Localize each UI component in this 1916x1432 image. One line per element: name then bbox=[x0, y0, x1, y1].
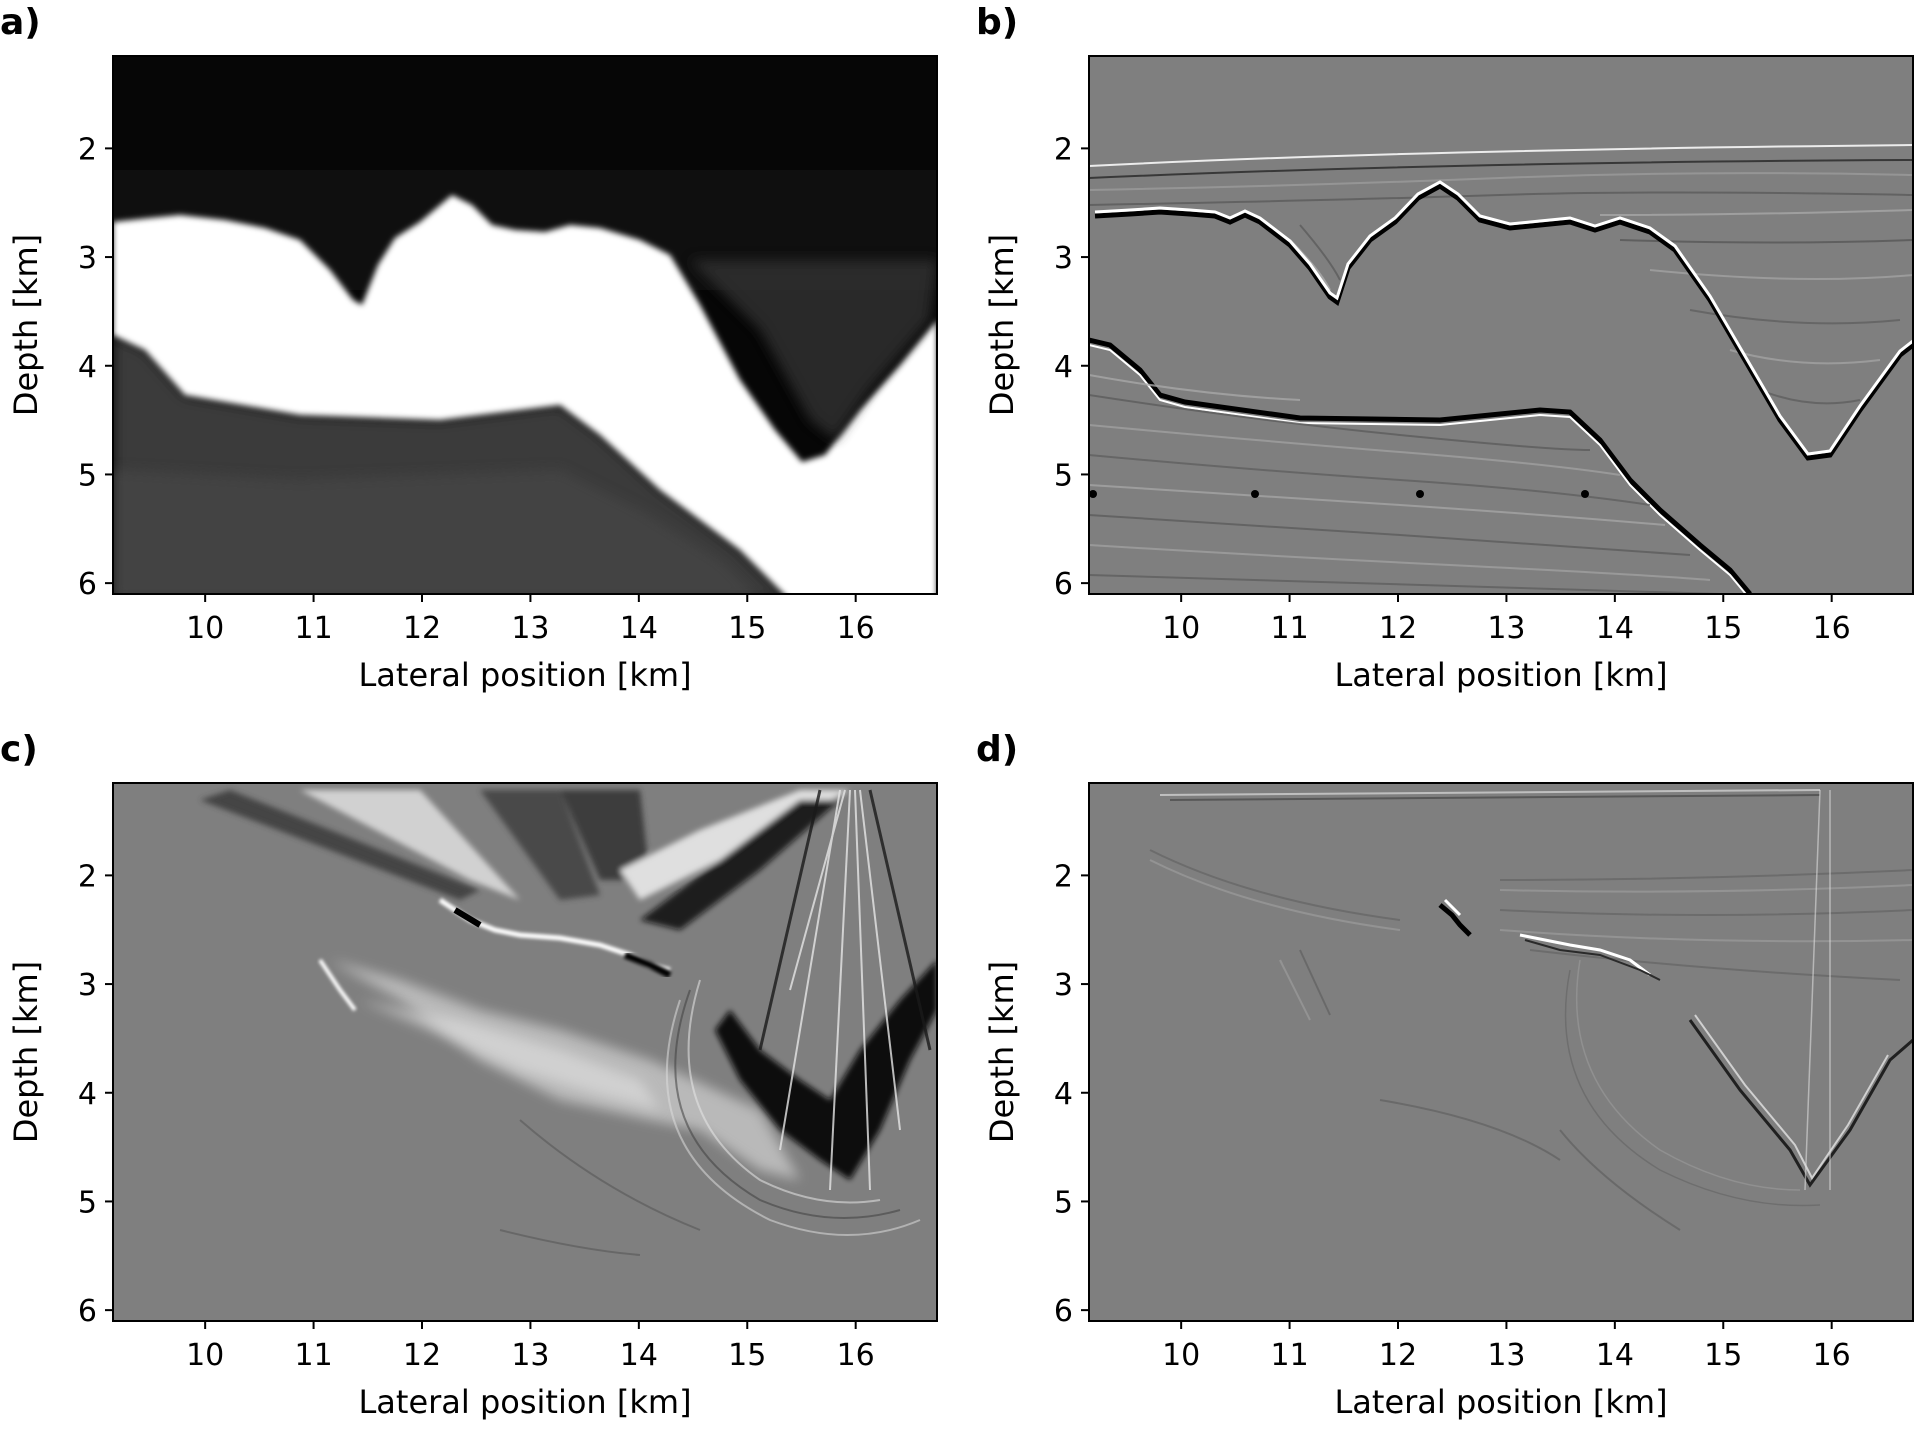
panel-d-frame bbox=[1088, 782, 1914, 1322]
y-axis-label: Depth [km] bbox=[7, 234, 45, 416]
y-tick-label: 5 bbox=[1054, 1185, 1073, 1220]
x-tick-label: 16 bbox=[1813, 1338, 1851, 1373]
y-tick-label: 6 bbox=[78, 1294, 97, 1329]
x-tick-label: 16 bbox=[1813, 611, 1851, 646]
panel-c-frame bbox=[112, 782, 938, 1322]
x-tick-label: 10 bbox=[186, 611, 224, 646]
y-tick-label: 2 bbox=[78, 132, 97, 167]
y-tick-label: 6 bbox=[78, 567, 97, 602]
panel-d-axes: 10 11 12 13 14 15 16 2 3 4 5 6 Lateral position [km]… bbox=[976, 729, 1851, 1421]
x-tick-label: 16 bbox=[837, 611, 875, 646]
x-tick-label: 14 bbox=[620, 1338, 658, 1373]
y-axis-label: Depth [km] bbox=[983, 234, 1021, 416]
panel-c-image bbox=[113, 783, 937, 1321]
y-tick-label: 4 bbox=[1054, 350, 1073, 385]
y-tick-label: 4 bbox=[78, 350, 97, 385]
x-tick-label: 10 bbox=[1162, 611, 1200, 646]
x-tick-label: 14 bbox=[1596, 1338, 1634, 1373]
x-tick-label: 11 bbox=[1270, 1338, 1308, 1373]
x-tick-label: 14 bbox=[1596, 611, 1634, 646]
panel-letter: d) bbox=[976, 729, 1018, 770]
x-tick-label: 13 bbox=[1487, 1338, 1525, 1373]
y-tick-label: 3 bbox=[1054, 241, 1073, 276]
x-tick-label: 12 bbox=[403, 611, 441, 646]
y-tick-label: 3 bbox=[78, 968, 97, 1003]
panel-b-frame bbox=[1088, 55, 1914, 595]
panel-d bbox=[1088, 782, 1914, 1322]
panel-letter: c) bbox=[0, 729, 38, 770]
panel-a-frame bbox=[112, 55, 938, 595]
x-tick-label: 13 bbox=[1487, 611, 1525, 646]
y-tick-label: 4 bbox=[1054, 1077, 1073, 1112]
y-axis-label: Depth [km] bbox=[7, 961, 45, 1143]
y-tick-label: 2 bbox=[1054, 132, 1073, 167]
x-tick-label: 13 bbox=[511, 1338, 549, 1373]
panel-b-axes: 10 11 12 13 14 15 16 2 3 4 5 6 Lateral position [km]… bbox=[976, 2, 1851, 694]
x-axis-label: Lateral position [km] bbox=[1334, 656, 1667, 694]
panel-letter: b) bbox=[976, 2, 1018, 43]
panel-c bbox=[112, 782, 938, 1322]
x-tick-label: 11 bbox=[294, 611, 332, 646]
panel-d-image bbox=[1089, 783, 1913, 1321]
x-axis-label: Lateral position [km] bbox=[358, 656, 691, 694]
y-tick-label: 6 bbox=[1054, 567, 1073, 602]
x-tick-label: 15 bbox=[728, 1338, 766, 1373]
x-axis-label: Lateral position [km] bbox=[358, 1383, 691, 1421]
y-tick-label: 6 bbox=[1054, 1294, 1073, 1329]
x-tick-label: 14 bbox=[620, 611, 658, 646]
x-tick-label: 10 bbox=[186, 1338, 224, 1373]
panel-c-axes: 10 11 12 13 14 15 16 2 3 4 5 6 Lateral position [km]… bbox=[0, 729, 875, 1421]
x-axis-label: Lateral position [km] bbox=[1334, 1383, 1667, 1421]
x-tick-label: 12 bbox=[1379, 611, 1417, 646]
y-tick-label: 2 bbox=[78, 859, 97, 894]
x-tick-label: 11 bbox=[294, 1338, 332, 1373]
x-tick-label: 12 bbox=[1379, 1338, 1417, 1373]
x-tick-label: 13 bbox=[511, 611, 549, 646]
x-tick-label: 11 bbox=[1270, 611, 1308, 646]
x-tick-label: 10 bbox=[1162, 1338, 1200, 1373]
y-tick-label: 3 bbox=[78, 241, 97, 276]
y-axis-label: Depth [km] bbox=[983, 961, 1021, 1143]
y-tick-label: 5 bbox=[1054, 458, 1073, 493]
x-tick-label: 16 bbox=[837, 1338, 875, 1373]
panel-a bbox=[112, 55, 938, 595]
x-tick-label: 15 bbox=[1704, 1338, 1742, 1373]
y-tick-label: 5 bbox=[78, 458, 97, 493]
x-tick-label: 15 bbox=[1704, 611, 1742, 646]
y-tick-label: 2 bbox=[1054, 859, 1073, 894]
panel-b-image bbox=[1089, 56, 1913, 594]
y-tick-label: 5 bbox=[78, 1185, 97, 1220]
panel-letter: a) bbox=[0, 2, 41, 43]
y-tick-label: 4 bbox=[78, 1077, 97, 1112]
panel-a-image bbox=[113, 56, 937, 594]
x-tick-label: 15 bbox=[728, 611, 766, 646]
panel-a-axes: 10 11 12 13 14 15 16 2 3 4 5 6 Lateral position [km]… bbox=[0, 2, 875, 694]
y-tick-label: 3 bbox=[1054, 968, 1073, 1003]
x-tick-label: 12 bbox=[403, 1338, 441, 1373]
axes-layer: 10 11 12 13 14 15 16 2 3 4 5 6 Lateral position [km]… bbox=[0, 2, 1851, 1421]
panel-b bbox=[1088, 55, 1914, 595]
